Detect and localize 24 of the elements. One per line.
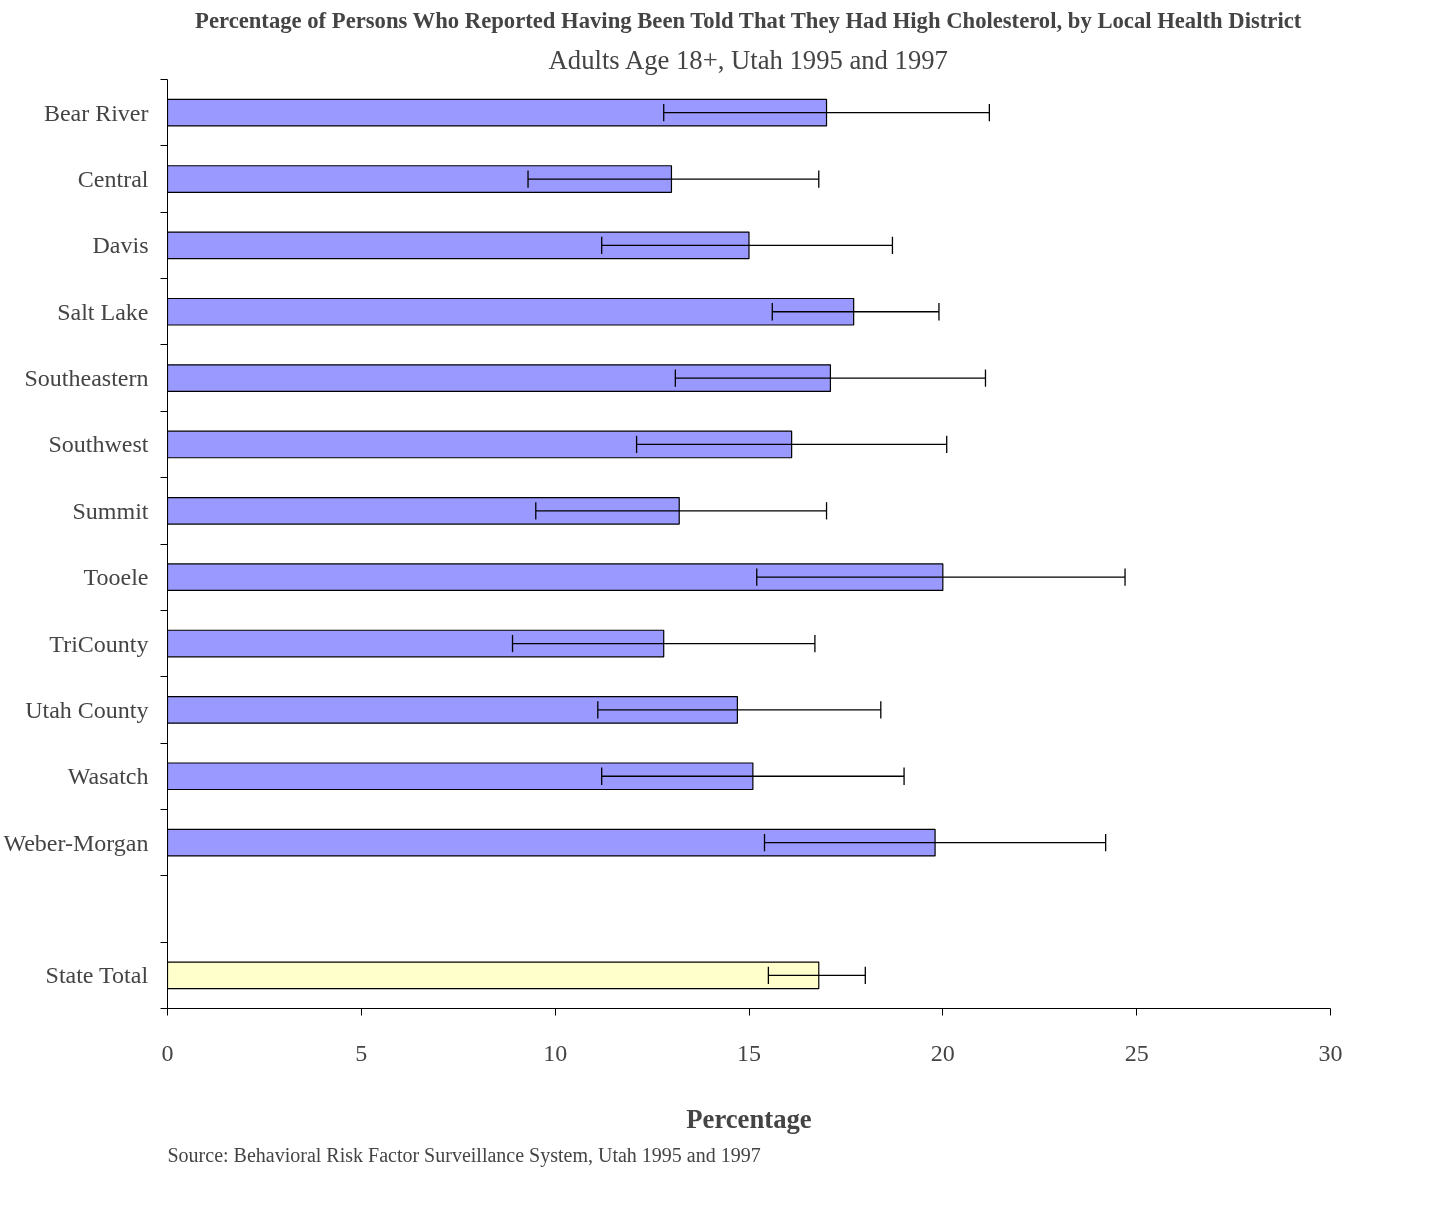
source-note: Source: Behavioral Risk Factor Surveillance System, Utah 1995 and 1997 bbox=[167, 1143, 761, 1167]
y-tick-label: Tooele bbox=[83, 564, 149, 591]
y-tick-label: Weber-Morgan bbox=[3, 829, 149, 856]
x-tick-label: 20 bbox=[930, 1039, 955, 1066]
y-tick-label: Bear River bbox=[43, 99, 149, 126]
y-tick-label: Southwest bbox=[48, 431, 149, 458]
y-tick-label: Central bbox=[77, 166, 149, 193]
y-tick-label: Wasatch bbox=[67, 763, 149, 790]
x-tick-label: 5 bbox=[355, 1039, 368, 1066]
y-tick-label: Davis bbox=[92, 232, 149, 259]
y-tick-label: State Total bbox=[45, 962, 149, 989]
y-tick-label: TriCounty bbox=[49, 630, 149, 657]
x-tick-label: 10 bbox=[543, 1039, 568, 1066]
y-tick-label: Southeastern bbox=[24, 365, 149, 392]
y-tick-label: Summit bbox=[72, 497, 149, 524]
y-tick-label: Utah County bbox=[25, 696, 149, 723]
x-tick-label: 0 bbox=[161, 1039, 174, 1066]
chart-title: Percentage of Persons Who Reported Having Been Told That They Had High Cholesterol, by Local Health District bbox=[195, 7, 1302, 33]
chart-subtitle: Adults Age 18+, Utah 1995 and 1997 bbox=[548, 44, 948, 75]
y-tick-label: Salt Lake bbox=[57, 298, 149, 325]
x-axis-title: Percentage bbox=[686, 1103, 812, 1134]
x-tick-label: 30 bbox=[1318, 1039, 1343, 1066]
x-tick-label: 15 bbox=[737, 1039, 761, 1066]
x-tick-label: 25 bbox=[1124, 1039, 1149, 1066]
